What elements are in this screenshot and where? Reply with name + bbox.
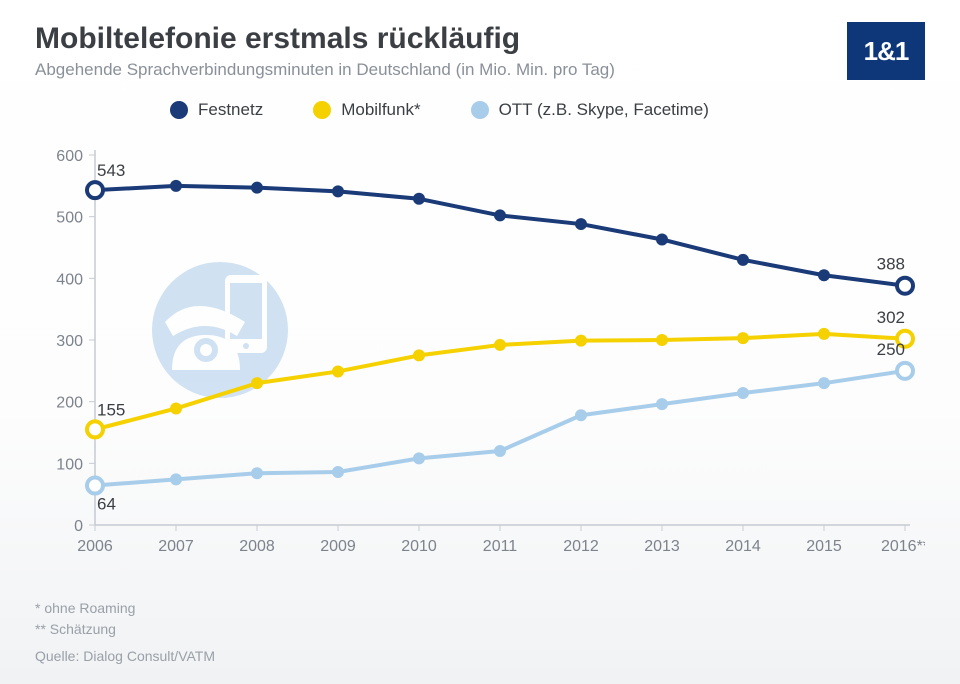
series-marker — [170, 402, 182, 414]
series-marker — [170, 473, 182, 485]
footnote-1: * ohne Roaming — [35, 598, 135, 619]
series-start-label: 64 — [97, 495, 116, 514]
legend-label: OTT (z.B. Skype, Facetime) — [499, 100, 709, 120]
series-marker — [332, 365, 344, 377]
x-tick-label: 2008 — [239, 538, 275, 555]
y-tick-label: 500 — [56, 210, 83, 227]
series-marker — [413, 349, 425, 361]
series-marker — [818, 377, 830, 389]
series-marker — [494, 339, 506, 351]
series-marker — [575, 335, 587, 347]
x-tick-label: 2016** — [881, 538, 925, 555]
series-marker — [656, 334, 668, 346]
chart-area: 0 100 200 300 400 500 600 2006 2007 2008 2009 2010 2… — [35, 135, 925, 575]
series-start-label: 155 — [97, 400, 125, 419]
y-tick-label: 200 — [56, 395, 83, 412]
source-line: Quelle: Dialog Consult/VATM — [35, 648, 215, 664]
x-tick-label: 2012 — [563, 538, 599, 555]
series-marker — [413, 193, 425, 205]
series-endpoint-marker — [87, 421, 103, 437]
series-marker — [251, 377, 263, 389]
y-tick-label: 400 — [56, 271, 83, 288]
series-marker — [251, 467, 263, 479]
footnote-2: ** Schätzung — [35, 619, 135, 640]
source-prefix: Quelle: — [35, 648, 83, 664]
y-tick-label: 300 — [56, 333, 83, 350]
series-endpoint-marker — [897, 363, 913, 379]
series-marker — [332, 466, 344, 478]
footnotes: * ohne Roaming ** Schätzung — [35, 598, 135, 640]
legend-dot-icon — [471, 101, 489, 119]
series-end-label: 388 — [877, 255, 905, 274]
phone-watermark-icon — [152, 262, 288, 398]
series-marker — [332, 185, 344, 197]
legend-dot-icon — [313, 101, 331, 119]
series-marker — [413, 452, 425, 464]
series-marker — [494, 209, 506, 221]
series-marker — [656, 398, 668, 410]
x-tick-label: 2013 — [644, 538, 680, 555]
series-marker — [818, 328, 830, 340]
legend-label: Mobilfunk* — [341, 100, 420, 120]
legend: Festnetz Mobilfunk* OTT (z.B. Skype, Facet… — [170, 100, 709, 120]
y-tick-label: 600 — [56, 148, 83, 165]
series-marker — [251, 182, 263, 194]
series-marker — [737, 332, 749, 344]
series-marker — [818, 269, 830, 281]
x-tick-label: 2011 — [483, 538, 518, 555]
y-tick-label: 0 — [74, 518, 83, 535]
legend-label: Festnetz — [198, 100, 263, 120]
chart-title: Mobiltelefonie erstmals rückläufig — [35, 22, 520, 56]
x-tick-label: 2007 — [158, 538, 194, 555]
series-marker — [737, 387, 749, 399]
series-marker — [170, 180, 182, 192]
chart-card: Mobiltelefonie erstmals rückläufig Abgeh… — [0, 0, 960, 684]
x-tick-label: 2015 — [806, 538, 842, 555]
x-tick-label: 2014 — [725, 538, 761, 555]
y-tick-label: 100 — [56, 456, 83, 473]
series-endpoint-marker — [897, 278, 913, 294]
legend-dot-icon — [170, 101, 188, 119]
series-start-label: 543 — [97, 161, 125, 180]
series-marker — [575, 409, 587, 421]
series-endpoint-marker — [87, 478, 103, 494]
chart-subtitle: Abgehende Sprachverbindungsminuten in De… — [35, 60, 615, 80]
x-tick-label: 2006 — [77, 538, 113, 555]
x-tick-label: 2009 — [320, 538, 356, 555]
series-end-label: 302 — [877, 308, 905, 327]
series-marker — [656, 233, 668, 245]
line-chart-svg: 0 100 200 300 400 500 600 2006 2007 2008 2009 2010 2… — [35, 135, 925, 575]
series-marker — [494, 445, 506, 457]
brand-logo: 1&1 — [847, 22, 925, 80]
source-text: Dialog Consult/VATM — [83, 648, 215, 664]
series-endpoint-marker — [87, 182, 103, 198]
legend-item: Festnetz — [170, 100, 263, 120]
legend-item: Mobilfunk* — [313, 100, 420, 120]
brand-logo-text: 1&1 — [864, 36, 909, 67]
series-end-label: 250 — [877, 340, 905, 359]
series-marker — [575, 218, 587, 230]
series-marker — [737, 254, 749, 266]
x-tick-label: 2010 — [401, 538, 437, 555]
legend-item: OTT (z.B. Skype, Facetime) — [471, 100, 709, 120]
